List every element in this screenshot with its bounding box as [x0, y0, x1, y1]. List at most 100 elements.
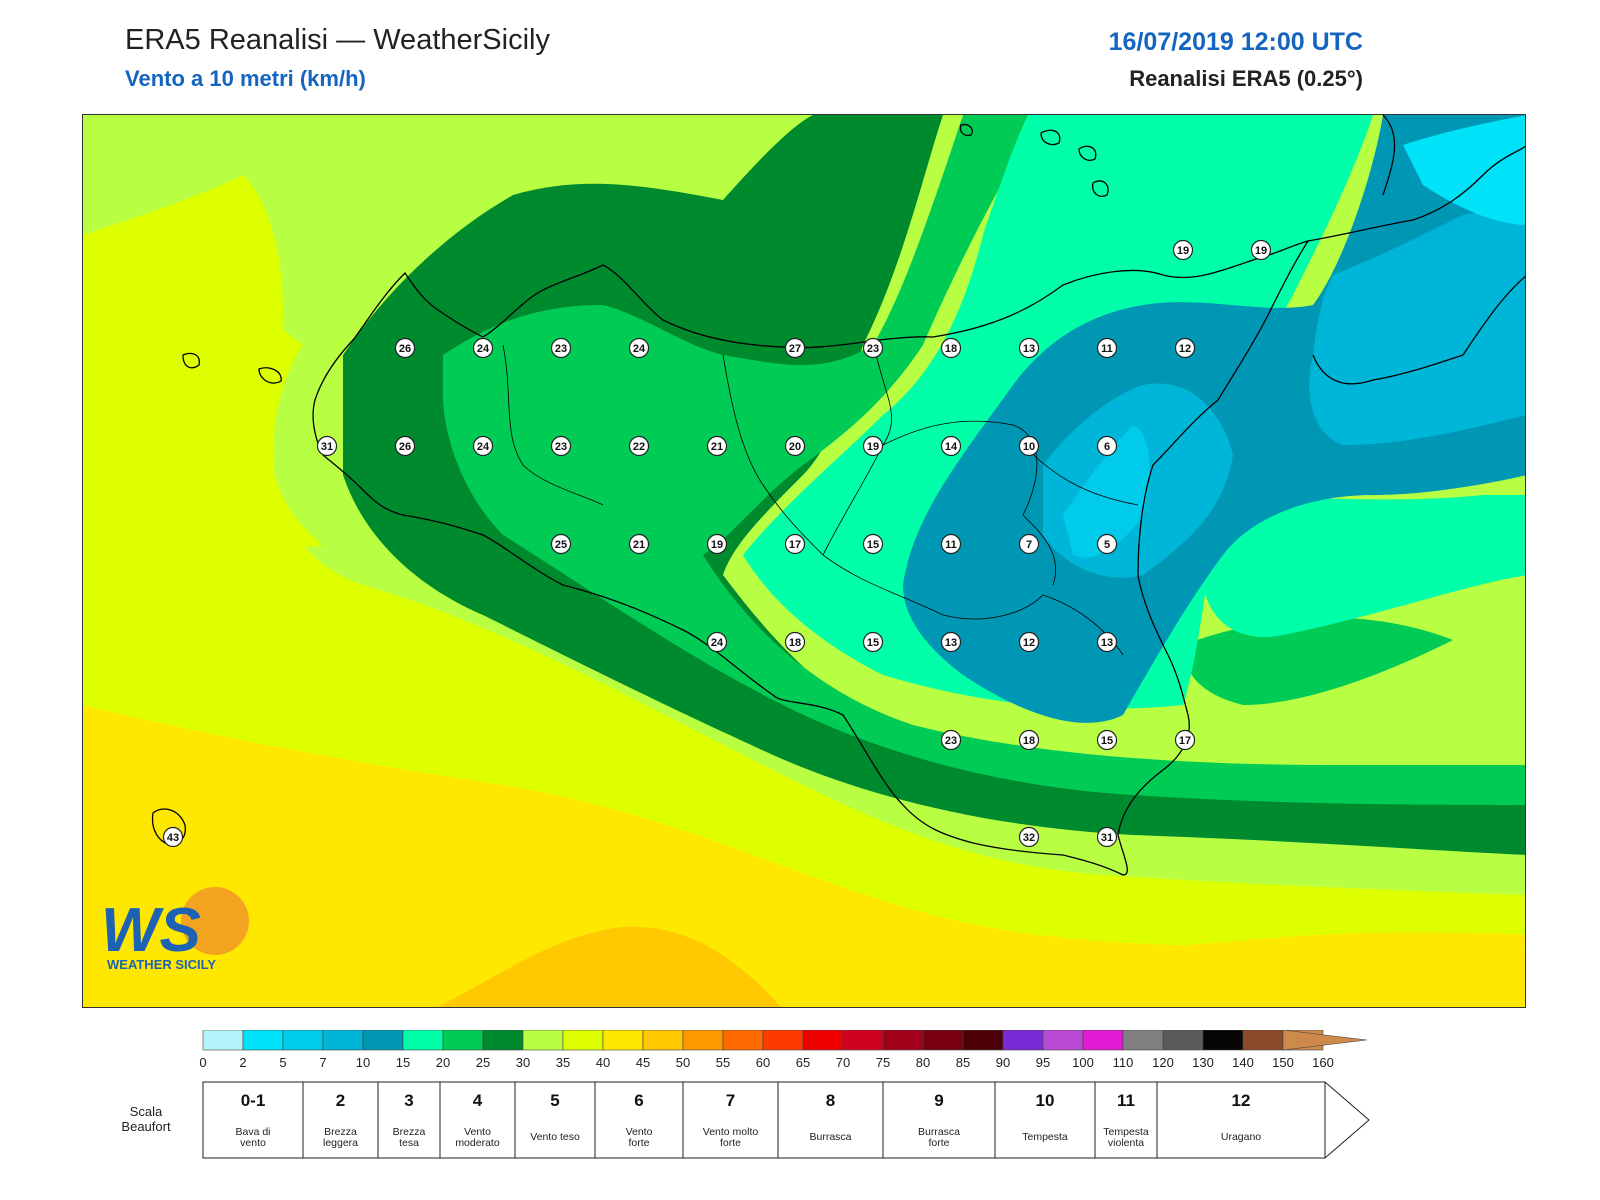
- field-40-45-east: [923, 932, 1525, 991]
- beaufort-title-line1: Scala: [130, 1104, 163, 1119]
- wind-point: 23: [550, 337, 572, 359]
- valid-datetime: 16/07/2019 12:00 UTC: [1108, 28, 1363, 56]
- colorbar-segment: [402, 1030, 444, 1051]
- logo-text: WEATHER SICILY: [107, 957, 216, 972]
- colorbar-tick-label: 140: [1232, 1055, 1254, 1070]
- wind-point-value: 24: [477, 343, 490, 355]
- colorbar-segment: [962, 1030, 1004, 1051]
- beaufort-name: Burrasca: [918, 1126, 960, 1138]
- wind-point-value: 19: [1177, 245, 1189, 257]
- data-source: Reanalisi ERA5 (0.25°): [1129, 66, 1363, 91]
- colorbar-tick-label: 15: [396, 1055, 410, 1070]
- colorbar-segment: [362, 1030, 404, 1051]
- wind-point-value: 12: [1179, 343, 1191, 355]
- colorbar-segment: [1242, 1030, 1284, 1051]
- colorbar-tick-label: 50: [676, 1055, 690, 1070]
- beaufort-number: 2: [336, 1091, 345, 1110]
- colorbar-tick-label: 70: [836, 1055, 850, 1070]
- colorbar-tick-label: 150: [1272, 1055, 1294, 1070]
- beaufort-title-line2: Beaufort: [121, 1119, 171, 1134]
- logo-letters: WS: [101, 896, 201, 965]
- wind-point-value: 7: [1026, 539, 1032, 551]
- wind-point-value: 22: [633, 441, 645, 453]
- wind-point: 23: [940, 729, 962, 751]
- colorbar-segment: [842, 1030, 884, 1051]
- calabria-coast: [1307, 145, 1525, 242]
- beaufort-class: 12 Uragano: [1156, 1081, 1370, 1159]
- chart-subtitle: Vento a 10 metri (km/h): [125, 66, 366, 91]
- wind-point: 21: [706, 435, 728, 457]
- wind-point: 11: [940, 533, 962, 555]
- wind-point: 24: [706, 631, 728, 653]
- colorbar-tick-label: 110: [1113, 1055, 1134, 1070]
- field-2-5-ne: [1403, 115, 1525, 225]
- wind-point-value: 5: [1104, 539, 1110, 551]
- wind-point-value: 6: [1104, 441, 1110, 453]
- wind-point-value: 25: [555, 539, 567, 551]
- wind-point: 26: [394, 337, 416, 359]
- wind-point: 24: [628, 337, 650, 359]
- beaufort-number: 9: [934, 1091, 943, 1110]
- colorbar-segment: [642, 1030, 684, 1051]
- wind-point-value: 15: [867, 539, 879, 551]
- wind-point-value: 31: [321, 441, 333, 453]
- wind-point-value: 23: [945, 735, 957, 747]
- field-45-50: [437, 926, 782, 1007]
- colorbar-tick-label: 7: [319, 1055, 326, 1070]
- beaufort-number: 12: [1232, 1091, 1251, 1110]
- beaufort-number: 11: [1117, 1091, 1135, 1110]
- beaufort-name: Vento teso: [530, 1131, 580, 1143]
- wind-point-value: 31: [1101, 832, 1113, 844]
- wind-point-value: 11: [945, 539, 957, 551]
- wind-point-value: 43: [167, 832, 179, 844]
- wind-point: 11: [1096, 337, 1118, 359]
- colorbar-tick-label: 95: [1036, 1055, 1050, 1070]
- colorbar-tick-label: 60: [756, 1055, 770, 1070]
- colorbar-tick-label: 10: [356, 1055, 370, 1070]
- colorbar-segment: [762, 1030, 804, 1051]
- wind-point: 15: [862, 631, 884, 653]
- wind-point: 43: [162, 826, 184, 848]
- wind-point-value: 21: [711, 441, 723, 453]
- wind-point-value: 32: [1023, 832, 1035, 844]
- lipari-coast: [1078, 145, 1097, 161]
- beaufort-number: 8: [826, 1091, 835, 1110]
- wind-point: 31: [316, 435, 338, 457]
- colorbar-segment: [442, 1030, 484, 1051]
- colorbar-tick-label: 130: [1192, 1055, 1214, 1070]
- field-40-45: [83, 705, 1525, 1007]
- beaufort-name: Burrasca: [809, 1131, 851, 1143]
- wind-point: 15: [862, 533, 884, 555]
- wind-point-value: 27: [789, 343, 801, 355]
- wind-value-points: 19 19 26 24 23 24 27 23 18 13 11 12 31 26 24 23 22 21 20 19…: [162, 239, 1272, 848]
- wind-point: 26: [394, 435, 416, 457]
- wind-point-value: 11: [1101, 343, 1113, 355]
- colorbar-tick-label: 55: [716, 1055, 730, 1070]
- beaufort-name: vento: [240, 1137, 266, 1149]
- colorbar-segment: [1002, 1030, 1044, 1051]
- alicudi-coast: [1040, 129, 1061, 146]
- beaufort-name: Brezza: [324, 1126, 357, 1138]
- wind-point: 23: [862, 337, 884, 359]
- colorbar-tick-label: 0: [199, 1055, 206, 1070]
- wind-point: 19: [1172, 239, 1194, 261]
- wind-point-value: 13: [945, 637, 957, 649]
- wind-point: 24: [472, 435, 494, 457]
- wind-point: 32: [1018, 826, 1040, 848]
- favignana-coast: [258, 367, 282, 384]
- field-20-25: [443, 115, 1525, 805]
- wind-point-value: 26: [399, 441, 411, 453]
- wind-point: 21: [628, 533, 650, 555]
- colorbar-tick-label: 85: [956, 1055, 970, 1070]
- wind-point: 18: [1018, 729, 1040, 751]
- colorbar-segment: [1122, 1030, 1164, 1051]
- colorbar-segment: [882, 1030, 924, 1051]
- colorbar-segment: [322, 1030, 364, 1051]
- beaufort-name: Tempesta: [1022, 1131, 1068, 1143]
- wind-point: 25: [550, 533, 572, 555]
- wind-point-value: 18: [789, 637, 801, 649]
- colorbar-tick-label: 80: [916, 1055, 930, 1070]
- wind-point-value: 18: [1023, 735, 1035, 747]
- wind-point-value: 12: [1023, 637, 1035, 649]
